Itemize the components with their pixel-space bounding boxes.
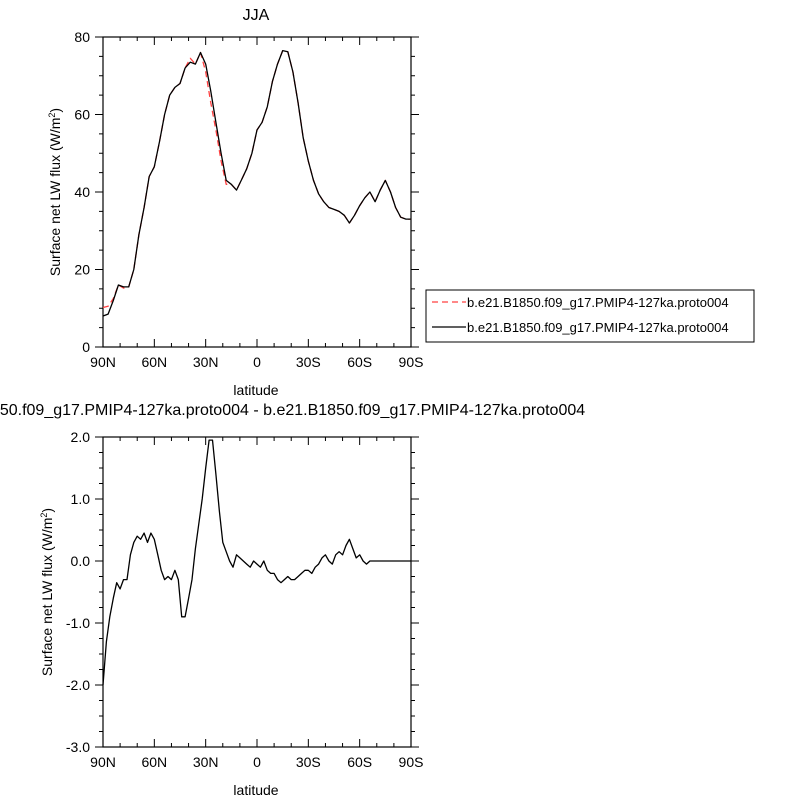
bottom-axis-ticks: 90N 60N 30N 0 30S 60S 90S -3.0 -2.0 -1.0 0.0 1.0 2.0 xyxy=(66,429,424,770)
bottom-plot-frame xyxy=(102,436,412,748)
legend: b.e21.B1850.f09_g17.PMIP4-127ka.proto004… xyxy=(425,289,755,343)
bottom-series-lines xyxy=(102,439,411,686)
bottom-x-tick-label: 90S xyxy=(399,754,424,770)
bottom-x-tick-label: 30S xyxy=(296,754,321,770)
top-x-tick-label: 30S xyxy=(296,354,321,370)
top-x-tick-label: 60S xyxy=(347,354,372,370)
legend-entry-1: b.e21.B1850.f09_g17.PMIP4-127ka.proto004 xyxy=(467,295,729,310)
top-y-tick-label: 60 xyxy=(74,107,90,123)
top-x-tick-label: 60N xyxy=(141,354,167,370)
top-chart-title: JJA xyxy=(243,7,270,24)
bottom-chart-panel: b.e21.B1850.f09_g17.PMIP4-127ka.proto004… xyxy=(0,402,585,798)
bottom-y-label-sup: 2 xyxy=(39,513,49,518)
top-series-line-2 xyxy=(102,49,411,317)
legend-entry-2: b.e21.B1850.f09_g17.PMIP4-127ka.proto004 xyxy=(467,320,729,335)
top-x-tick-label: 90S xyxy=(399,354,424,370)
top-plot-frame xyxy=(102,36,412,348)
bottom-y-label-end: ) xyxy=(39,508,55,513)
legend-box xyxy=(425,289,755,343)
bottom-y-tick-label: 1.0 xyxy=(71,491,91,507)
bottom-x-axis-label: latitude xyxy=(233,782,278,798)
top-x-tick-label: 30N xyxy=(193,354,219,370)
bottom-y-tick-label: 2.0 xyxy=(71,429,91,445)
bottom-y-tick-label: -1.0 xyxy=(66,615,90,631)
top-y-tick-label: 80 xyxy=(74,29,90,45)
top-y-tick-label: 40 xyxy=(74,184,90,200)
bottom-y-tick-label: 0.0 xyxy=(71,553,91,569)
bottom-chart-title: b.e21.B1850.f09_g17.PMIP4-127ka.proto004… xyxy=(0,402,585,419)
top-y-tick-label: 0 xyxy=(82,339,90,355)
top-axis-ticks: 90N 60N 30N 0 30S 60S 90S 0 20 40 60 80 xyxy=(74,29,423,370)
top-x-tick-label: 0 xyxy=(253,354,261,370)
top-y-label-main: Surface net LW flux (W/m xyxy=(47,118,63,276)
bottom-y-label-main: Surface net LW flux (W/m xyxy=(39,518,55,676)
bottom-y-axis-label: Surface net LW flux (W/m2) xyxy=(39,508,55,676)
bottom-y-tick-label: -3.0 xyxy=(66,739,90,755)
top-chart-panel: JJA 90N 60N 30N 0 30S 60S 90S 0 20 40 60 80 latitud… xyxy=(47,7,423,398)
top-x-tick-label: 90N xyxy=(90,354,116,370)
bottom-x-tick-label: 60S xyxy=(347,754,372,770)
top-series-lines xyxy=(102,49,411,317)
top-y-axis-label: Surface net LW flux (W/m2) xyxy=(47,108,63,276)
bottom-x-tick-label: 60N xyxy=(141,754,167,770)
top-y-label-sup: 2 xyxy=(47,113,57,118)
top-x-axis-label: latitude xyxy=(233,382,278,398)
bottom-y-tick-label: -2.0 xyxy=(66,677,90,693)
bottom-x-tick-label: 30N xyxy=(193,754,219,770)
top-y-label-end: ) xyxy=(47,108,63,113)
bottom-series-line-1 xyxy=(102,439,411,686)
bottom-x-tick-label: 90N xyxy=(90,754,116,770)
bottom-x-tick-label: 0 xyxy=(253,754,261,770)
top-y-tick-label: 20 xyxy=(74,262,90,278)
